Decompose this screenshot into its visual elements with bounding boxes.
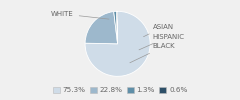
- Text: BLACK: BLACK: [130, 43, 175, 63]
- Wedge shape: [116, 11, 118, 44]
- Text: HISPANIC: HISPANIC: [139, 34, 185, 50]
- Text: ASIAN: ASIAN: [144, 24, 174, 37]
- Wedge shape: [114, 11, 118, 44]
- Wedge shape: [85, 12, 118, 44]
- Legend: 75.3%, 22.8%, 1.3%, 0.6%: 75.3%, 22.8%, 1.3%, 0.6%: [50, 84, 190, 96]
- Text: WHITE: WHITE: [51, 11, 109, 19]
- Wedge shape: [85, 11, 150, 76]
